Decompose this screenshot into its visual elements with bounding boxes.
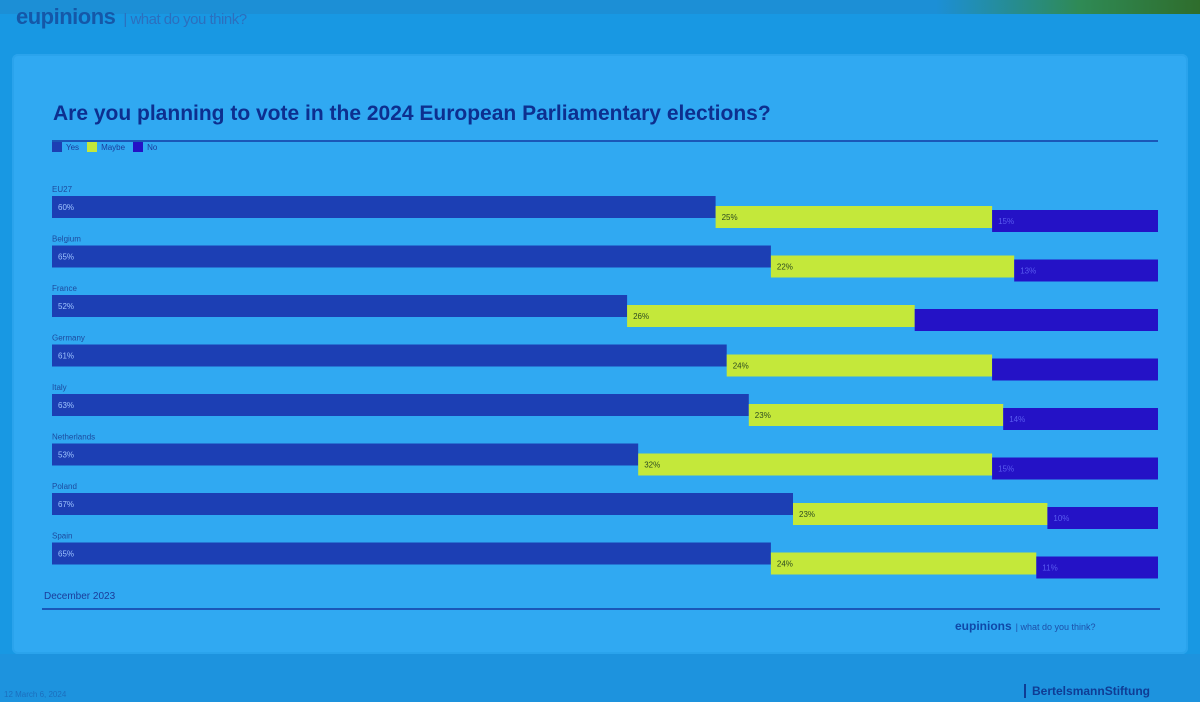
legend-label-yes: Yes bbox=[66, 142, 80, 152]
bar-maybe-spain bbox=[770, 552, 1037, 575]
publisher-logo: BertelsmannStiftung bbox=[1024, 684, 1150, 698]
value-label-maybe-spain: 24% bbox=[777, 560, 793, 569]
value-label-maybe-germany: 24% bbox=[733, 362, 749, 371]
value-label-yes-italy: 63% bbox=[58, 401, 74, 410]
bar-no-poland bbox=[1047, 507, 1158, 529]
legend-swatch-no bbox=[133, 142, 144, 152]
legend-swatch-maybe bbox=[87, 142, 98, 152]
bar-yes-france bbox=[52, 295, 628, 317]
bar-yes-italy bbox=[52, 394, 749, 416]
bar-no-spain bbox=[1036, 556, 1158, 579]
category-label-italy: Italy bbox=[52, 383, 67, 392]
bar-yes-poland bbox=[52, 493, 793, 515]
bar-maybe-france bbox=[627, 305, 915, 327]
bar-maybe-italy bbox=[748, 404, 1004, 426]
footer-brand-tagline: | what do you think? bbox=[1015, 622, 1096, 632]
bottom-rule bbox=[42, 608, 1160, 610]
chart-title: Are you planning to vote in the 2024 Eur… bbox=[53, 102, 771, 125]
value-label-maybe-france: 26% bbox=[633, 312, 649, 321]
bar-yes-belgium bbox=[52, 245, 771, 268]
value-label-maybe-eu27: 25% bbox=[722, 213, 738, 222]
slide-note: 12 March 6, 2024 bbox=[4, 690, 67, 699]
header-brand: eupinions | what do you think? bbox=[16, 4, 247, 30]
value-label-no-eu27: 15% bbox=[998, 217, 1014, 226]
legend: Yes Maybe No bbox=[52, 140, 157, 154]
bar-no-belgium bbox=[1014, 259, 1158, 282]
value-label-no-poland: 10% bbox=[1053, 514, 1069, 523]
value-label-yes-netherlands: 53% bbox=[58, 451, 74, 460]
category-label-belgium: Belgium bbox=[52, 235, 81, 244]
brand-tagline: | what do you think? bbox=[123, 11, 247, 28]
bar-maybe-germany bbox=[726, 354, 993, 377]
bottom-strip bbox=[0, 654, 1200, 702]
category-label-spain: Spain bbox=[52, 532, 72, 541]
bar-no-france bbox=[914, 309, 1158, 331]
bar-yes-eu27 bbox=[52, 196, 716, 218]
value-label-no-italy: 14% bbox=[1009, 415, 1025, 424]
value-label-no-spain: 11% bbox=[1042, 564, 1057, 573]
value-label-maybe-belgium: 22% bbox=[777, 263, 793, 272]
category-label-germany: Germany bbox=[52, 334, 85, 343]
value-label-yes-spain: 65% bbox=[58, 550, 74, 559]
bar-yes-germany bbox=[52, 344, 727, 367]
category-label-netherlands: Netherlands bbox=[52, 433, 95, 442]
legend-item-yes: Yes bbox=[52, 142, 79, 152]
footer-brand: eupinions | what do you think? bbox=[955, 619, 1096, 633]
survey-date: December 2023 bbox=[44, 591, 116, 602]
bar-maybe-belgium bbox=[770, 255, 1015, 278]
legend-item-maybe: Maybe bbox=[87, 142, 125, 152]
legend-label-maybe: Maybe bbox=[101, 142, 126, 152]
bar-maybe-eu27 bbox=[715, 206, 993, 228]
value-label-maybe-italy: 23% bbox=[755, 411, 771, 420]
value-label-yes-eu27: 60% bbox=[58, 203, 74, 212]
bar-no-eu27 bbox=[992, 210, 1158, 232]
legend-swatch-yes bbox=[52, 142, 62, 152]
bar-no-netherlands bbox=[992, 457, 1158, 480]
footer-brand-name: eupinions bbox=[955, 619, 1012, 633]
value-label-maybe-netherlands: 32% bbox=[644, 461, 660, 470]
category-label-eu27: EU27 bbox=[52, 185, 73, 194]
value-label-maybe-poland: 23% bbox=[799, 510, 815, 519]
bar-yes-netherlands bbox=[52, 443, 639, 466]
category-label-france: France bbox=[52, 284, 77, 293]
value-label-no-netherlands: 15% bbox=[998, 465, 1014, 474]
bar-maybe-poland bbox=[793, 503, 1048, 525]
top-strip bbox=[0, 0, 1200, 14]
bar-yes-spain bbox=[52, 542, 771, 565]
title-rule bbox=[52, 140, 1158, 142]
bar-maybe-netherlands bbox=[638, 453, 993, 476]
value-label-yes-germany: 61% bbox=[58, 352, 74, 361]
legend-item-no: No bbox=[133, 142, 157, 152]
bar-no-germany bbox=[992, 358, 1158, 381]
value-label-no-belgium: 13% bbox=[1020, 267, 1036, 276]
legend-label-no: No bbox=[147, 142, 158, 152]
brand-name: eupinions bbox=[16, 4, 116, 29]
category-label-poland: Poland bbox=[52, 482, 77, 491]
value-label-yes-poland: 67% bbox=[58, 500, 74, 509]
value-label-yes-france: 52% bbox=[58, 302, 74, 311]
value-label-yes-belgium: 65% bbox=[58, 253, 74, 262]
bar-no-italy bbox=[1003, 408, 1158, 430]
